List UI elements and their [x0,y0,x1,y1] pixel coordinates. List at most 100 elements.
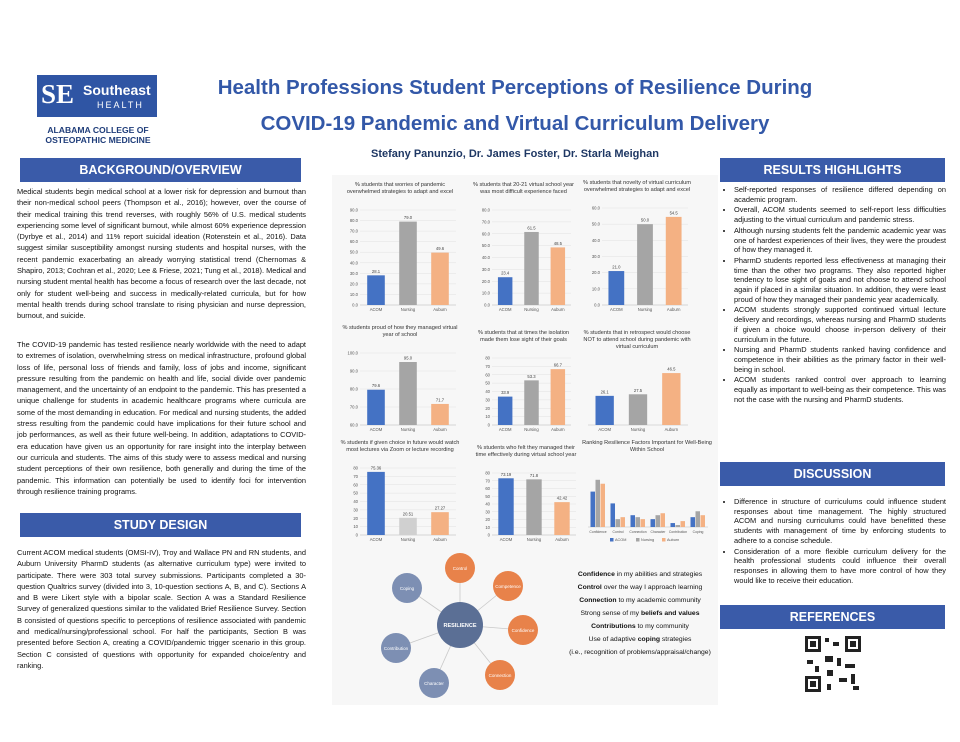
value-label: 54.5 [670,210,679,215]
value-label: 79.0 [404,215,413,220]
list-text: (i.e., recognition of problems/appraisal… [569,649,711,656]
y-tick-label: 40 [485,502,490,507]
value-label: 46.5 [667,367,676,372]
bar [497,396,513,425]
y-tick-label: 70.0 [350,229,359,234]
bar [399,517,417,535]
x-tick-label: Character [651,530,667,534]
bar [628,394,648,425]
value-label: 71.8 [530,473,539,478]
node-label: Confidence [512,628,535,633]
x-tick-label: ACOM [499,427,512,432]
list-text: coping [637,636,661,643]
y-tick-label: 70 [353,474,358,479]
bar [655,515,660,527]
y-tick-label: 10 [485,525,490,530]
bullet: Although nursing students felt the pande… [734,226,946,255]
bar [367,471,385,535]
resilience-diagram: RESILIENCE Control Competence Confidence… [381,553,538,698]
value-label: 49.6 [436,246,445,251]
chart: % students that in retrospect would choo… [582,330,692,435]
value-label: 75.36 [371,465,382,470]
node [445,553,475,583]
x-tick-label: ACOM [598,427,611,432]
y-tick-label: 30 [485,509,490,514]
value-label: 20.51 [403,511,414,516]
value-label: 53.3 [527,374,536,379]
y-tick-label: 60.0 [592,206,601,211]
bar [590,491,595,527]
value-label: 48.5 [554,241,563,246]
y-tick-label: 40.0 [350,260,359,265]
y-tick-label: 10.0 [482,291,491,296]
chart: % students that novelty of virtual curri… [582,180,692,315]
y-tick-label: 10.0 [592,286,601,291]
node [493,571,523,601]
chart-title: % students that at times the isolation m… [477,330,570,343]
bar [670,523,675,527]
y-tick-label: 0 [488,423,491,428]
title-line: Health Professions Student Perceptions o… [217,76,813,99]
bar [650,519,655,527]
value-label: 21.0 [612,265,621,270]
bar [526,479,542,535]
college-line: ALABAMA COLLEGE OF [47,125,149,135]
list-text: beliefs and values [640,610,700,617]
chart: % students that worries of pandemic over… [340,182,460,315]
y-tick-label: 30 [485,397,490,402]
x-tick-label: ACOM [370,427,383,432]
x-tick-label: Auburn [555,537,569,542]
y-tick-label: 80.0 [350,218,359,223]
bar [595,479,600,527]
node-label: Connection [489,673,512,678]
y-tick-label: 90.0 [350,208,359,213]
node-label: Control [453,566,468,571]
y-tick-label: 70.0 [350,405,359,410]
list-text: to my academic community [616,597,701,604]
y-tick-label: 30.0 [482,267,491,272]
list-line: Contributions to my community [560,620,720,633]
legend-swatch [636,538,640,542]
y-tick-label: 60 [485,486,490,491]
chart-plot: Confidence Control Connection Character Cont… [588,479,708,542]
y-tick-label: 60.0 [350,423,359,428]
qr-code [803,634,863,694]
bar [640,519,645,527]
x-tick-label: Nursing [527,537,542,542]
y-tick-label: 20.0 [482,279,491,284]
value-label: 27.5 [634,388,643,393]
bar [690,517,695,527]
section-heading: REFERENCES [720,605,945,629]
y-tick-label: 10.0 [350,292,359,297]
chart-plot: 0 10 20 30 40 50 60 70 80 ACOM Nursing Auburn 73.19 7… [485,471,576,542]
x-tick-label: Auburn [433,537,447,542]
list-line: (i.e., recognition of problems/appraisal… [560,646,720,659]
center-node [437,602,483,648]
bar [665,216,682,305]
value-label: 26.1 [601,389,610,394]
y-tick-label: 60.0 [350,239,359,244]
x-tick-label: Auburn [667,307,681,312]
node [485,660,515,690]
legend-label: Auburn [667,538,679,542]
y-tick-label: 20 [485,517,490,522]
chart-plot: 0 10 20 30 40 50 60 70 80 ACOM Nursing Auburn 75.36 2… [353,465,456,542]
chart-title: Ranking Resilience Factors Important for… [582,440,712,453]
bullet: Consideration of a more flexible curricu… [734,547,946,586]
bar [431,512,449,535]
x-tick-label: Nursing [401,307,416,312]
y-tick-label: 0 [356,533,359,538]
x-tick-label: ACOM [499,307,512,312]
y-tick-label: 70.0 [482,219,491,224]
bar [550,369,566,425]
chart-plot: 0 10 20 30 40 50 60 70 80 ACOM Nursing Auburn 33.9 53… [485,356,571,432]
y-tick-label: 40 [485,389,490,394]
list-text: Use of adaptive [588,636,638,643]
list-text: over the way I approach learning [601,584,703,591]
value-label: 50.0 [641,218,650,223]
x-tick-label: Contribution [669,530,687,534]
y-tick-label: 50.0 [350,250,359,255]
x-tick-label: Nursing [401,537,416,542]
list-text: Control [577,584,602,591]
y-tick-label: 20 [485,406,490,411]
